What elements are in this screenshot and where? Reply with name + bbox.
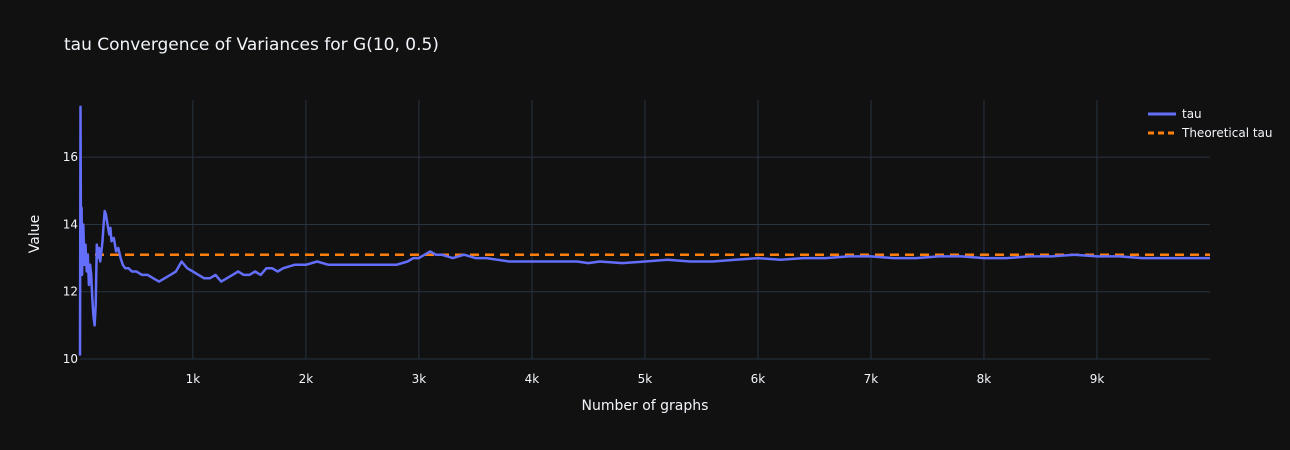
x-tick-label: 7k (864, 372, 879, 386)
legend-label-theoretical-tau: Theoretical tau (1181, 126, 1273, 140)
x-axis-title: Number of graphs (582, 398, 709, 414)
legend[interactable]: tau Theoretical tau (1148, 107, 1273, 140)
x-tick-label: 9k (1090, 372, 1105, 386)
y-tick-label: 16 (63, 150, 78, 164)
legend-item-theoretical-tau[interactable]: Theoretical tau (1148, 126, 1273, 140)
chart-title: tau Convergence of Variances for G(10, 0… (64, 35, 439, 55)
legend-item-tau[interactable]: tau (1148, 107, 1202, 121)
series-layer (78, 105, 1210, 356)
tick-labels: 1k 2k 3k 4k 5k 6k 7k 8k 9k 10 12 14 16 (63, 150, 1105, 386)
series-line-tau[interactable] (78, 105, 1210, 356)
x-tick-label: 8k (977, 372, 992, 386)
x-tick-label: 6k (751, 372, 766, 386)
x-tick-label: 1k (186, 372, 201, 386)
x-tick-label: 2k (299, 372, 314, 386)
x-tick-label: 4k (525, 372, 540, 386)
y-tick-label: 14 (63, 217, 78, 231)
y-tick-label: 12 (63, 285, 78, 299)
grid (80, 100, 1210, 360)
y-tick-label: 10 (63, 352, 78, 366)
x-tick-label: 5k (638, 372, 653, 386)
y-axis-title: Value (27, 215, 43, 253)
x-tick-label: 3k (412, 372, 427, 386)
legend-label-tau: tau (1182, 107, 1202, 121)
